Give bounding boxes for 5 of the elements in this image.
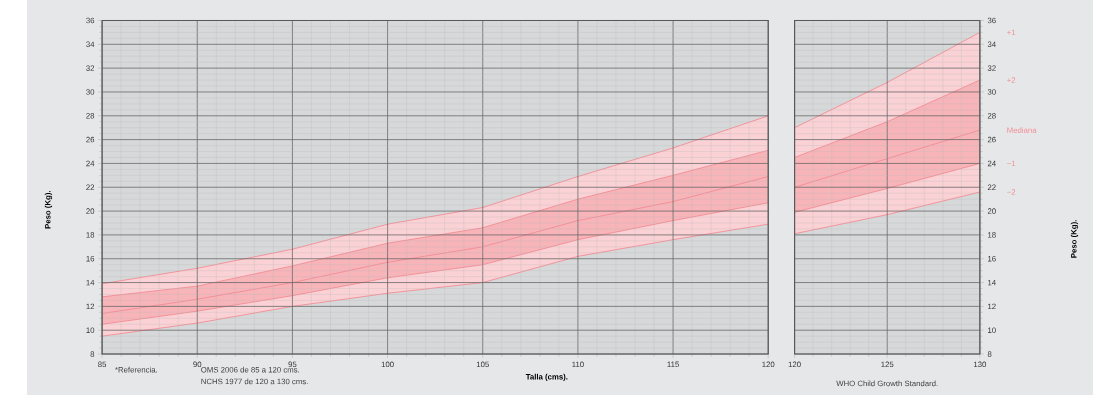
- line-series: [101, 223, 769, 337]
- line-series: [101, 176, 769, 314]
- line-series: [101, 202, 769, 325]
- line-series: [101, 149, 769, 298]
- line-series: [101, 115, 769, 285]
